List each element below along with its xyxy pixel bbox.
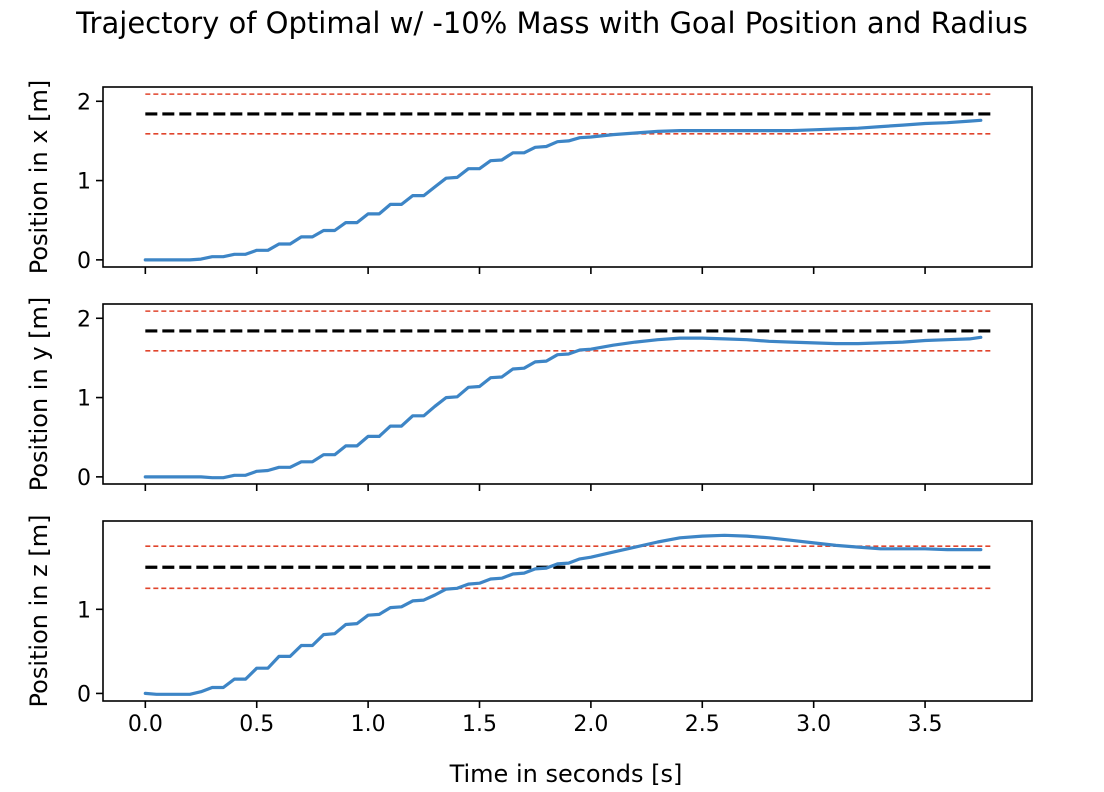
y-axis-label: Position in x [m] [25,80,53,275]
subplot-3: 0 1 0.0 0.5 1.0 1.5 2.0 2.5 3.0 3.5 Position in z … [25,515,1033,737]
subplot-1: 0 1 2 Position in x [m] [25,80,1033,275]
y-tick-label: 0 [77,682,91,707]
y-tick-label: 1 [77,170,91,195]
y-tick-label: 2 [77,307,91,332]
x-tick-label: 3.5 [908,712,943,737]
axes-frame [102,520,1033,702]
y-tick-label: 1 [77,387,91,412]
y-tick-label: 0 [77,249,91,274]
trajectory-line [143,335,983,480]
y-tick-label: 0 [77,466,91,491]
axes-frame [102,86,1033,268]
x-tick-label: 2.5 [685,712,720,737]
x-tick-label: 2.0 [573,712,608,737]
x-tick-label: 1.5 [462,712,497,737]
y-axis-label: Position in z [m] [25,515,53,708]
x-tick-label: 1.0 [351,712,386,737]
y-tick-label: 2 [77,90,91,115]
chart-title: Trajectory of Optimal w/ -10% Mass with … [75,6,1028,40]
y-tick-label: 1 [77,598,91,623]
x-axis-label: Time in seconds [s] [449,760,683,788]
x-tick-label: 3.0 [796,712,831,737]
y-axis-label: Position in y [m] [25,297,53,492]
x-tick-label: 0.0 [128,712,163,737]
x-tick-label: 0.5 [239,712,274,737]
trajectory-line [143,118,983,262]
trajectory-line [143,533,983,696]
axes-frame [102,303,1033,485]
subplot-2: 0 1 2 Position in y [m] [25,297,1033,492]
